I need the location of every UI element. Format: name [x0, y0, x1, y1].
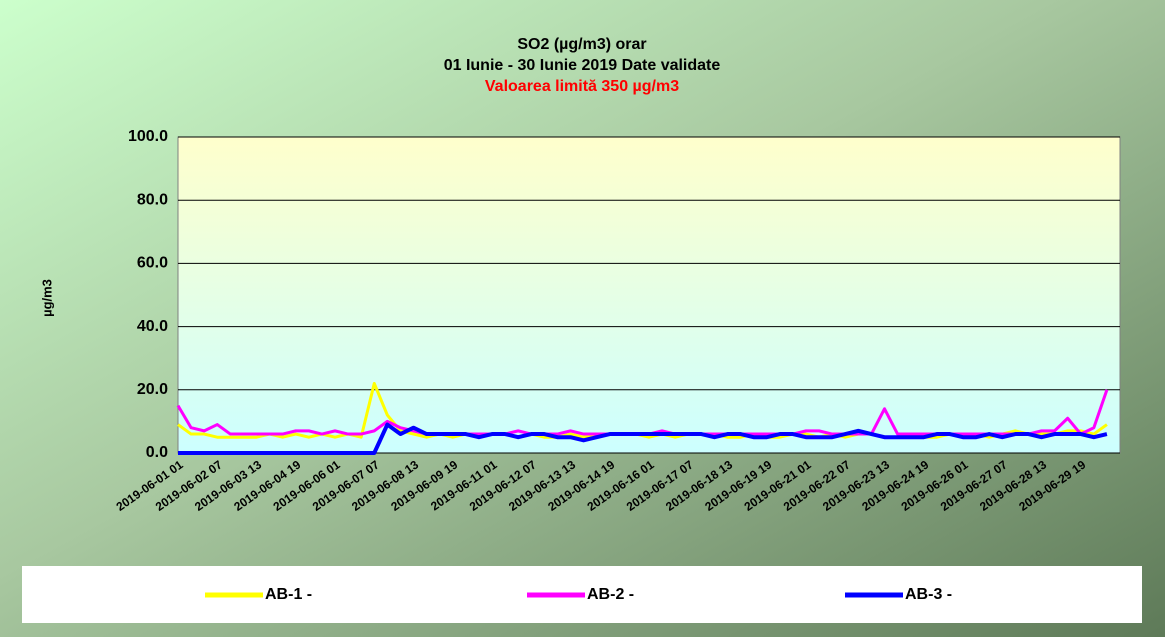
legend-label: AB-1 -	[265, 586, 312, 603]
annotation: Valoarea limită 350 µg/m3	[485, 78, 679, 95]
y-tick-label: 60.0	[137, 255, 168, 272]
y-axis-label: µg/m3	[39, 279, 54, 317]
chart-title: SO2 (µg/m3) orar	[517, 36, 646, 53]
y-tick-label: 40.0	[137, 318, 168, 335]
series-line	[178, 422, 1108, 455]
chart-subtitle: 01 Iunie - 30 Iunie 2019 Date validate	[444, 57, 721, 74]
legend-label: AB-2 -	[587, 586, 634, 603]
y-tick-label: 20.0	[137, 381, 168, 398]
plot-area	[177, 136, 1121, 454]
y-tick-label: 100.0	[128, 128, 168, 145]
legend-label: AB-3 -	[905, 586, 952, 603]
y-tick-label: 0.0	[146, 444, 168, 461]
y-tick-label: 80.0	[137, 191, 168, 208]
